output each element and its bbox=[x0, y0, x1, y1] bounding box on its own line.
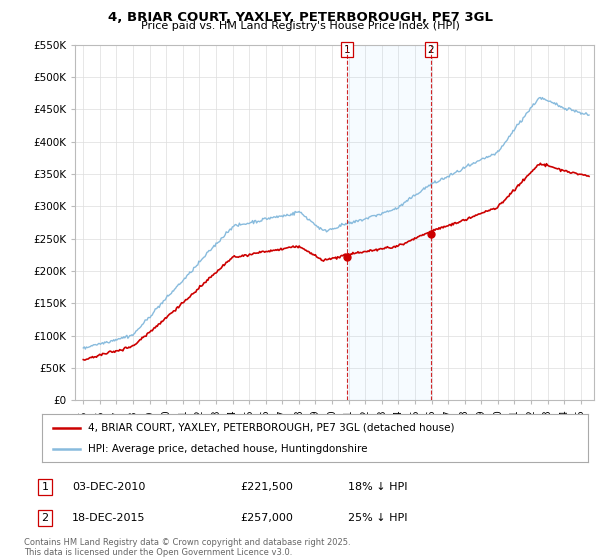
Text: 25% ↓ HPI: 25% ↓ HPI bbox=[348, 513, 407, 523]
Text: 18% ↓ HPI: 18% ↓ HPI bbox=[348, 482, 407, 492]
Text: 1: 1 bbox=[344, 45, 350, 55]
Text: 03-DEC-2010: 03-DEC-2010 bbox=[72, 482, 145, 492]
Text: 1: 1 bbox=[41, 482, 49, 492]
Bar bbox=[347, 45, 431, 400]
Text: Price paid vs. HM Land Registry's House Price Index (HPI): Price paid vs. HM Land Registry's House … bbox=[140, 21, 460, 31]
Text: Contains HM Land Registry data © Crown copyright and database right 2025.
This d: Contains HM Land Registry data © Crown c… bbox=[24, 538, 350, 557]
Text: 2: 2 bbox=[428, 45, 434, 55]
Text: £257,000: £257,000 bbox=[240, 513, 293, 523]
Text: £221,500: £221,500 bbox=[240, 482, 293, 492]
Text: 4, BRIAR COURT, YAXLEY, PETERBOROUGH, PE7 3GL: 4, BRIAR COURT, YAXLEY, PETERBOROUGH, PE… bbox=[107, 11, 493, 24]
Text: 2: 2 bbox=[41, 513, 49, 523]
Text: 18-DEC-2015: 18-DEC-2015 bbox=[72, 513, 146, 523]
Text: 4, BRIAR COURT, YAXLEY, PETERBOROUGH, PE7 3GL (detached house): 4, BRIAR COURT, YAXLEY, PETERBOROUGH, PE… bbox=[88, 423, 455, 433]
Text: HPI: Average price, detached house, Huntingdonshire: HPI: Average price, detached house, Hunt… bbox=[88, 444, 368, 454]
